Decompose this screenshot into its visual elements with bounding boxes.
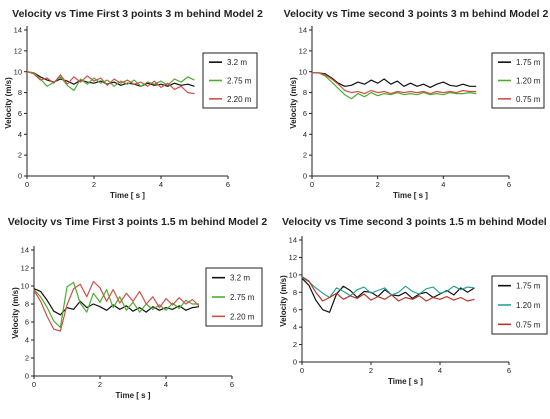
x-tick-label: 2 [98, 380, 102, 389]
chart-svg: 0 2 4 6 8 10 12 14 0 2 4 6 Time [ s ] Velocity (m/s) 1… [289, 26, 545, 200]
y-tick-label: 8 [25, 300, 29, 309]
chart-svg: 0 2 4 6 8 10 12 14 0 2 4 6 Time [ s ] Velocity (m/s) 3… [11, 246, 263, 400]
chart-panel-top-right: Velocity vs Time second 3 points 3 m beh… [282, 0, 550, 210]
x-axis-label: Time [ s ] [110, 191, 145, 200]
y-tick-label: 2 [303, 151, 307, 160]
legend-label: 2.75 m [230, 293, 255, 302]
x-tick-label: 6 [507, 366, 511, 375]
series-line [33, 281, 199, 329]
y-tick-label: 14 [21, 246, 29, 255]
y-axis-label: Velocity (m/s) [289, 77, 298, 129]
y-tick-label: 10 [21, 282, 29, 291]
y-axis-label: Velocity (m/s) [4, 77, 13, 129]
legend-label: 1.75 m [516, 282, 541, 291]
series-line [26, 71, 195, 95]
series-line [312, 72, 477, 100]
legend-label: 2.20 m [227, 95, 252, 104]
y-axis-label: Velocity (m/s) [279, 275, 288, 327]
legend-label: 1.20 m [516, 301, 541, 310]
series-line [312, 72, 477, 89]
y-tick-label: 12 [299, 46, 307, 55]
legend-label: 1.20 m [516, 77, 541, 86]
y-tick-label: 10 [299, 67, 307, 76]
y-tick-label: 0 [18, 172, 22, 181]
x-axis-label: Time [ s ] [116, 391, 151, 400]
y-tick-label: 4 [303, 130, 307, 139]
x-tick-label: 6 [226, 180, 230, 189]
chart-panel-top-left: Velocity vs Time First 3 points 3 m behi… [0, 0, 275, 210]
y-tick-label: 12 [21, 264, 29, 273]
y-tick-label: 14 [289, 236, 297, 245]
y-tick-label: 2 [293, 340, 297, 349]
x-tick-label: 6 [507, 180, 511, 189]
y-tick-label: 6 [303, 109, 307, 118]
y-tick-label: 4 [293, 323, 297, 332]
chart-title: Velocity vs Time second 3 points 1.5 m b… [282, 216, 550, 228]
legend-label: 0.75 m [516, 320, 541, 329]
y-tick-label: 6 [18, 109, 22, 118]
legend-label: 3.2 m [230, 274, 250, 283]
x-tick-label: 2 [92, 180, 96, 189]
chart-title: Velocity vs Time second 3 points 3 m beh… [283, 8, 549, 20]
y-tick-label: 4 [25, 336, 29, 345]
x-tick-label: 4 [438, 366, 442, 375]
y-tick-label: 8 [18, 88, 22, 97]
y-tick-label: 8 [293, 288, 297, 297]
y-tick-label: 0 [25, 372, 29, 381]
x-tick-label: 4 [441, 180, 445, 189]
legend-label: 2.75 m [227, 77, 252, 86]
x-axis-label: Time [ s ] [393, 191, 428, 200]
x-tick-label: 0 [310, 180, 314, 189]
y-tick-label: 0 [293, 358, 297, 367]
legend-label: 3.2 m [227, 58, 247, 67]
legend-label: 2.20 m [230, 312, 255, 321]
chart-panel-bottom-right: Velocity vs Time second 3 points 1.5 m b… [279, 210, 550, 419]
x-tick-label: 0 [300, 366, 304, 375]
x-tick-label: 0 [32, 380, 36, 389]
chart-svg: 0 2 4 6 8 10 12 14 0 2 4 6 Time [ s ] Velocity (m/s) 1… [279, 236, 548, 386]
chart-title: Velocity vs Time First 3 points 3 m behi… [12, 8, 263, 20]
series-line [33, 288, 200, 316]
y-tick-label: 12 [289, 253, 297, 262]
chart-panel-bottom-left: Velocity vs Time First 3 points 1.5 m be… [0, 210, 275, 419]
x-tick-label: 0 [25, 180, 29, 189]
y-tick-label: 4 [18, 130, 22, 139]
chart-svg: 0 2 4 6 8 10 12 14 0 2 4 6 Time [ s ] Velocity (m/s) 3… [4, 26, 258, 200]
x-tick-label: 4 [159, 180, 163, 189]
y-axis-label: Velocity (m/s) [11, 287, 20, 339]
y-tick-label: 10 [14, 67, 22, 76]
y-tick-label: 14 [299, 26, 307, 35]
chart-title: Velocity vs Time First 3 points 1.5 m be… [7, 216, 268, 228]
y-tick-label: 2 [18, 151, 22, 160]
series-line [312, 72, 477, 95]
legend-label: 0.75 m [516, 95, 541, 104]
y-tick-label: 10 [289, 270, 297, 279]
y-tick-label: 6 [293, 305, 297, 314]
legend-label: 1.75 m [516, 58, 541, 67]
series-line [301, 276, 475, 302]
y-tick-label: 6 [25, 318, 29, 327]
y-tick-label: 0 [303, 172, 307, 181]
y-tick-label: 14 [14, 26, 22, 35]
y-tick-label: 12 [14, 46, 22, 55]
y-tick-label: 2 [25, 354, 29, 363]
x-tick-label: 4 [164, 380, 168, 389]
x-tick-label: 2 [369, 366, 373, 375]
series-line [33, 280, 200, 332]
x-tick-label: 2 [376, 180, 380, 189]
series-line [301, 277, 475, 313]
x-tick-label: 6 [230, 380, 234, 389]
series-line [301, 276, 475, 299]
x-axis-label: Time [ s ] [388, 377, 423, 386]
y-tick-label: 8 [303, 88, 307, 97]
